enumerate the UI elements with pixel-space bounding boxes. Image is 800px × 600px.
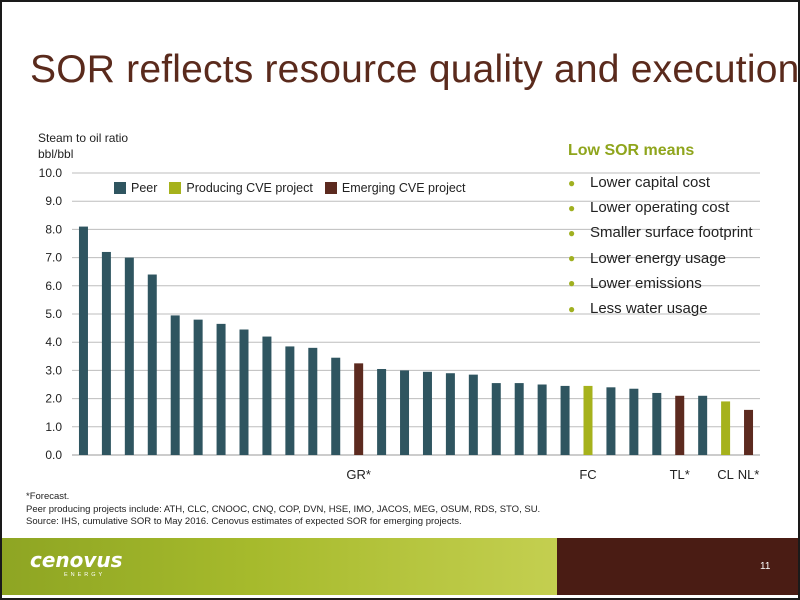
bullet-icon: ● [568, 225, 576, 240]
bullet-icon: ● [568, 200, 576, 215]
legend-swatch-emerging [324, 182, 337, 194]
y-tick-label: 4.0 [45, 335, 62, 349]
cenovus-logo: cenovus [30, 548, 123, 572]
y-tick-label: 0.0 [45, 448, 62, 462]
side-list-item-label: Less water usage [590, 300, 708, 318]
bar-peer [560, 385, 570, 455]
bar-peer [422, 371, 432, 455]
legend-item-peer: Peer [114, 181, 157, 195]
bullet-icon: ● [568, 276, 576, 291]
y-tick-label: 10.0 [39, 166, 63, 180]
bar-producing [583, 385, 593, 455]
side-list-item: ● Smaller surface footprint [568, 220, 753, 245]
bar-peer [537, 384, 547, 455]
bar-emerging [675, 395, 685, 455]
bar-peer [629, 388, 639, 455]
bar-peer [147, 274, 157, 455]
side-list-item-label: Lower energy usage [590, 249, 726, 267]
side-list-item: ● Lower energy usage [568, 246, 753, 271]
bar-peer [308, 347, 318, 455]
y-tick-label: 6.0 [45, 279, 62, 293]
side-list-item-label: Lower emissions [590, 274, 702, 292]
x-tick-label: TL* [670, 467, 690, 482]
cenovus-logo-subtitle: ENERGY [64, 572, 106, 578]
bar-peer [698, 395, 708, 455]
x-tick-label: NL* [738, 467, 760, 482]
y-tick-label: 9.0 [45, 194, 62, 208]
footnote-peers: Peer producing projects include: ATH, CL… [26, 503, 541, 515]
bar-peer [331, 357, 341, 455]
side-list-item-label: Lower capital cost [590, 174, 711, 192]
bar-peer [101, 251, 111, 455]
x-tick-label: GR* [346, 467, 371, 482]
bar-peer [285, 346, 295, 455]
footer-band-brown [557, 538, 798, 595]
side-list-item-label: Lower operating cost [590, 199, 730, 217]
bar-peer [262, 336, 272, 455]
side-list-item: ● Lower emissions [568, 271, 753, 296]
y-tick-label: 1.0 [45, 420, 62, 434]
side-list-item: ● Lower capital cost [568, 170, 753, 195]
bullet-icon: ● [568, 301, 576, 316]
chart-legend: Peer Producing CVE project Emerging CVE … [114, 181, 478, 195]
side-panel-title: Low SOR means [568, 142, 695, 159]
footnote-forecast: *Forecast. [26, 491, 70, 502]
bar-peer [606, 387, 616, 455]
bullet-icon: ● [568, 251, 576, 266]
page-number: 11 [760, 561, 771, 572]
side-list-item: ● Lower operating cost [568, 195, 753, 220]
footnotes: *Forecast. Peer producing projects inclu… [26, 491, 540, 529]
bar-peer [445, 373, 455, 455]
footer-band-green [2, 538, 557, 595]
bar-peer [377, 368, 387, 455]
bar-emerging [354, 363, 364, 455]
y-tick-label: 2.0 [45, 392, 62, 406]
legend-item-emerging: Emerging CVE project [324, 181, 466, 195]
bar-peer [491, 383, 501, 455]
slide-title: SOR reflects resource quality and execut… [30, 48, 800, 91]
footnote-source: Source: IHS, cumulative SOR to May 2016.… [26, 516, 462, 527]
bar-peer [193, 319, 203, 455]
bar-producing [721, 401, 731, 455]
x-tick-label: FC [579, 467, 596, 482]
y-tick-label: 5.0 [45, 307, 62, 321]
legend-swatch-producing [169, 182, 182, 194]
bar-peer [239, 329, 249, 455]
bar-peer [514, 383, 524, 455]
y-axis-title-line1: Steam to oil ratio [38, 131, 129, 145]
y-tick-label: 7.0 [45, 251, 62, 265]
bullet-icon: ● [568, 175, 576, 190]
y-axis-title: Steam to oil ratio bbl/bbl [38, 130, 128, 162]
legend-label-peer: Peer [131, 181, 158, 195]
legend-label-emerging: Emerging CVE project [341, 181, 466, 195]
x-tick-label: CL [717, 467, 734, 482]
bar-peer [652, 392, 662, 455]
side-panel-list: ● Lower capital cost ● Lower operating cos… [568, 170, 753, 321]
legend-item-producing: Producing CVE project [169, 181, 313, 195]
bar-peer [170, 315, 180, 455]
y-tick-label: 3.0 [45, 363, 62, 377]
bar-peer [78, 226, 88, 455]
y-tick-label: 8.0 [45, 222, 62, 236]
bar-peer [216, 323, 226, 455]
y-axis-title-line2: bbl/bbl [38, 147, 74, 161]
bar-peer [400, 370, 410, 455]
side-list-item: ● Less water usage [568, 296, 753, 321]
bar-peer [124, 257, 134, 455]
bar-peer [468, 374, 478, 455]
legend-swatch-peer [114, 182, 126, 194]
side-list-item-label: Smaller surface footprint [590, 224, 753, 242]
bar-emerging [744, 409, 754, 455]
legend-label-producing: Producing CVE project [186, 181, 313, 195]
